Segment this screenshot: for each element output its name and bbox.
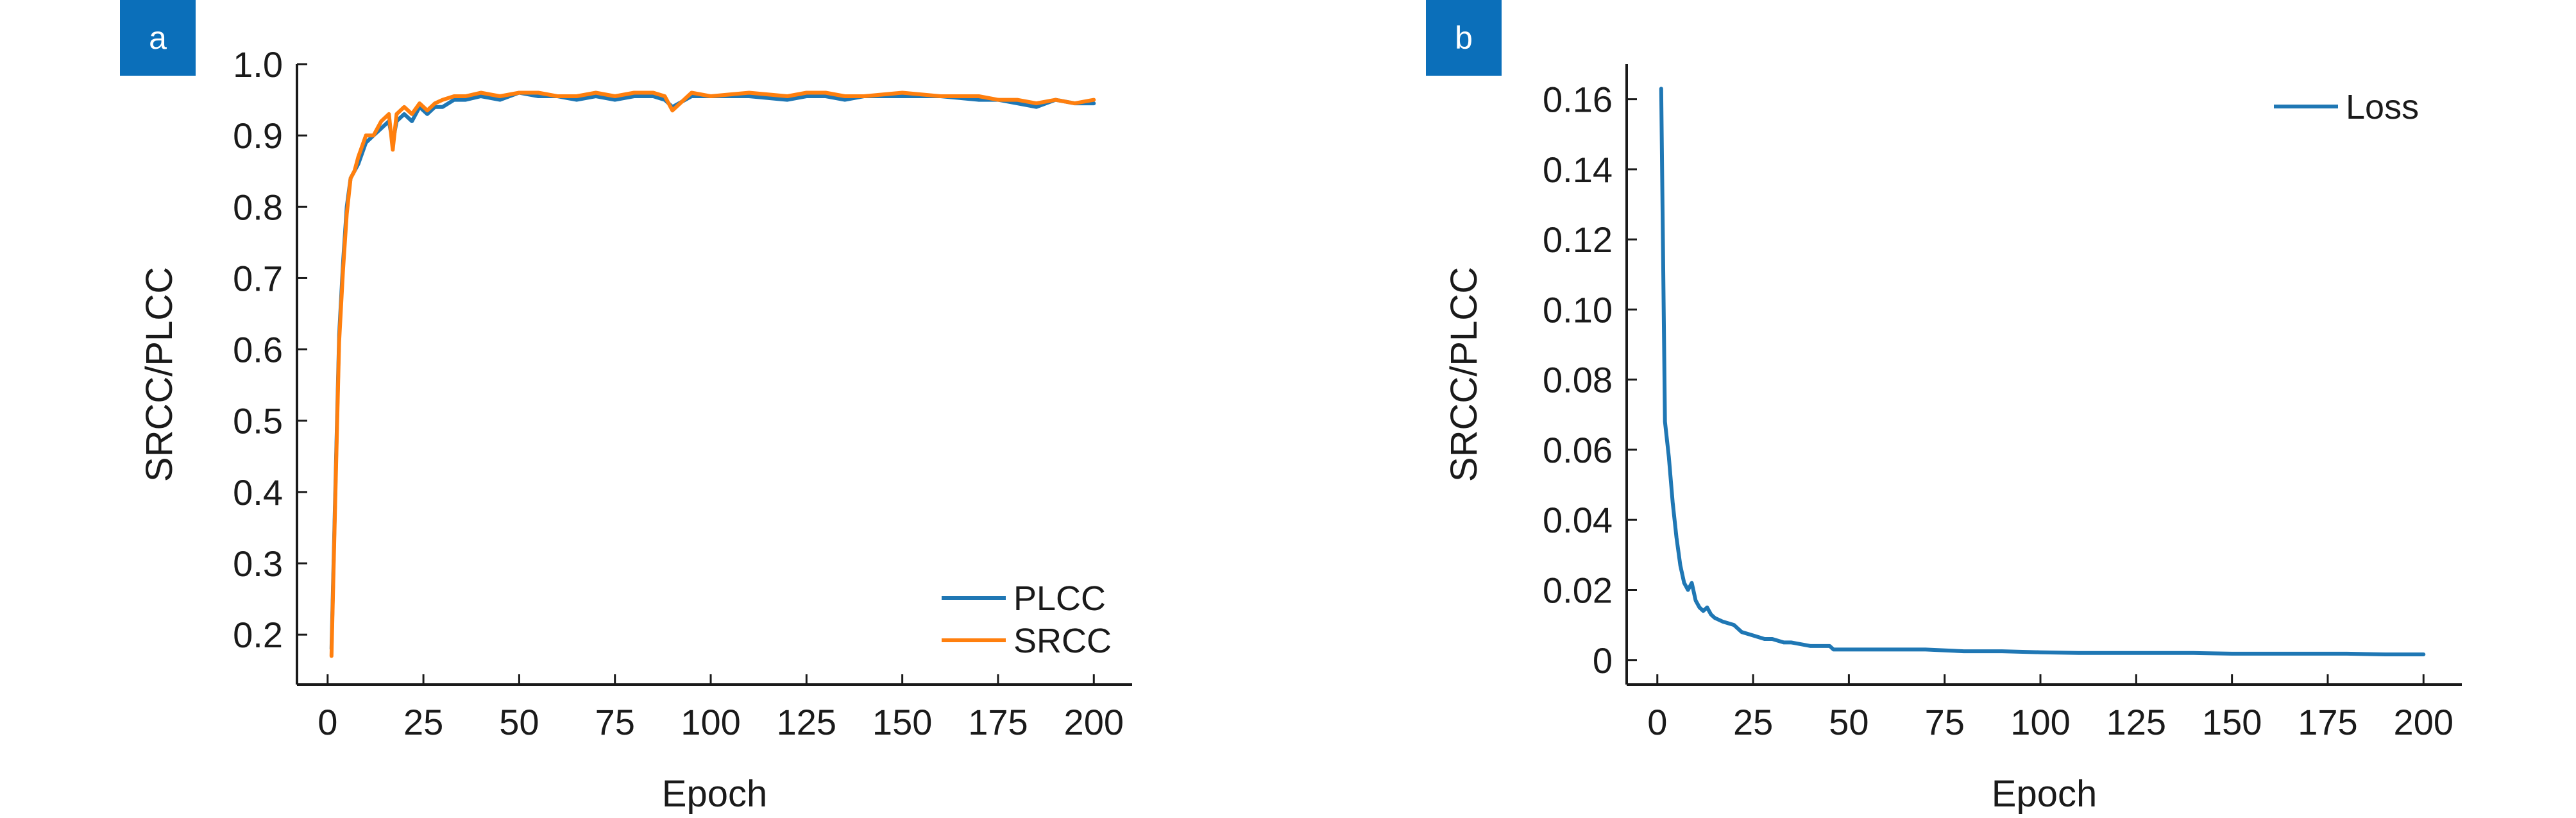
chart-b-y-tick-label: 0.12 bbox=[1543, 219, 1613, 260]
chart-b-y-axis-label: SRCC/PLCC bbox=[1443, 267, 1485, 482]
chart-a-x-tick-label: 150 bbox=[872, 702, 932, 742]
chart-a-x-tick-label: 75 bbox=[595, 702, 635, 742]
chart-b-x-tick-label: 200 bbox=[2394, 702, 2453, 742]
chart-a-y-tick-label: 0.8 bbox=[233, 187, 283, 227]
chart-b-x-tick-label: 75 bbox=[1925, 702, 1965, 742]
chart-a-y-axis-label: SRCC/PLCC bbox=[139, 267, 180, 482]
chart-a-legend-label-srcc: SRCC bbox=[1013, 622, 1112, 660]
chart-b-x-tick-label: 50 bbox=[1829, 702, 1868, 742]
chart-a: 0 25 50 75 100 125 150 175 200 0.2 0.3 0.4 0.5 0.6 0.7… bbox=[139, 44, 1132, 815]
chart-a-x-tick-label: 100 bbox=[681, 702, 740, 742]
panel-b-badge: b bbox=[1426, 0, 1502, 76]
chart-a-x-axis-label: Epoch bbox=[662, 773, 767, 815]
chart-a-x-tick-label: 0 bbox=[318, 702, 337, 742]
chart-a-x-tick-label: 125 bbox=[777, 702, 836, 742]
panel-a-badge: a bbox=[120, 0, 196, 76]
chart-a-y-tick-label: 0.3 bbox=[233, 543, 283, 584]
chart-a-legend-label-plcc: PLCC bbox=[1013, 579, 1106, 618]
chart-a-x-tick-label: 50 bbox=[499, 702, 539, 742]
chart-b-series-loss-line bbox=[1659, 87, 2426, 656]
chart-a-series-plcc-line bbox=[329, 90, 1096, 651]
chart-a-y-tick-label: 0.9 bbox=[233, 115, 283, 156]
chart-a-y-tick-label: 0.7 bbox=[233, 258, 283, 298]
chart-b-x-tick-label: 100 bbox=[2010, 702, 2070, 742]
chart-b-y-tick-label: 0.06 bbox=[1543, 430, 1613, 470]
chart-a-y-tick-label: 0.4 bbox=[233, 472, 283, 513]
chart-b-x-axis-label: Epoch bbox=[1992, 773, 2097, 815]
chart-a-series-srcc-line bbox=[329, 90, 1096, 658]
chart-b-x-tick-label: 25 bbox=[1733, 702, 1773, 742]
chart-a-x-tick-label: 25 bbox=[403, 702, 443, 742]
chart-b-y-tick-label: 0.04 bbox=[1543, 500, 1613, 540]
chart-b-y-tick-label: 0 bbox=[1593, 640, 1613, 681]
chart-a-y-tick-label: 0.6 bbox=[233, 330, 283, 370]
chart-b-legend-label-loss: Loss bbox=[2346, 88, 2419, 126]
chart-b-x-tick-label: 125 bbox=[2106, 702, 2166, 742]
chart-a-y-tick-label: 0.2 bbox=[233, 615, 283, 655]
chart-b-x-tick-label: 0 bbox=[1647, 702, 1667, 742]
chart-b-x-tick-label: 150 bbox=[2202, 702, 2262, 742]
chart-a-x-tick-label: 200 bbox=[1064, 702, 1124, 742]
chart-b-y-tick-label: 0.16 bbox=[1543, 80, 1613, 120]
chart-b: 0 25 50 75 100 125 150 175 200 0 0.02 0.04 0.06 0.08 0… bbox=[1443, 64, 2462, 815]
chart-b-y-tick-label: 0.14 bbox=[1543, 149, 1613, 190]
chart-b-y-tick-label: 0.10 bbox=[1543, 289, 1613, 330]
chart-b-y-tick-label: 0.08 bbox=[1543, 360, 1613, 400]
chart-a-y-tick-label: 0.5 bbox=[233, 401, 283, 441]
chart-b-x-tick-label: 175 bbox=[2298, 702, 2357, 742]
chart-b-y-tick-label: 0.02 bbox=[1543, 570, 1613, 610]
chart-a-x-tick-label: 175 bbox=[968, 702, 1028, 742]
chart-a-y-tick-label: 1.0 bbox=[233, 44, 283, 85]
